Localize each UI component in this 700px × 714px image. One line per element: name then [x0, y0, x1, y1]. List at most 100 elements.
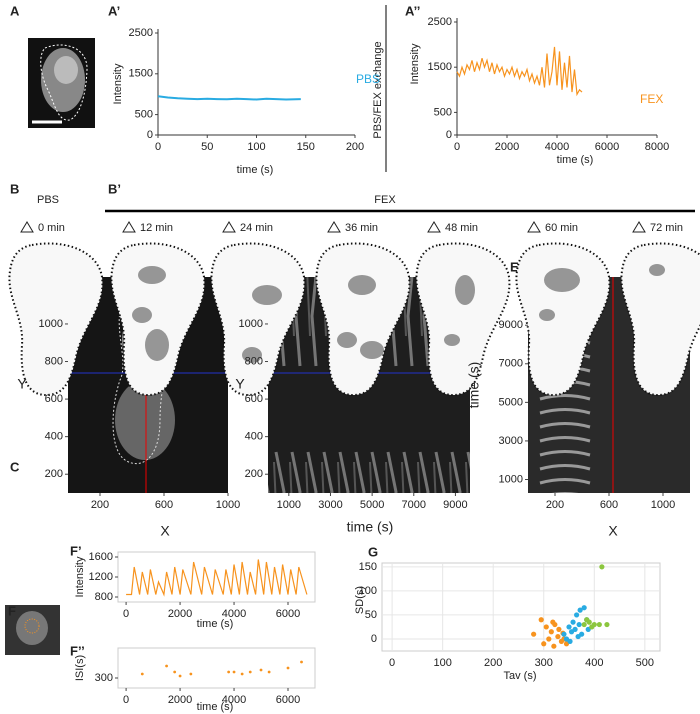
signal	[145, 329, 169, 361]
point	[538, 617, 544, 623]
point	[591, 621, 597, 628]
cell	[115, 380, 175, 460]
point	[572, 626, 578, 632]
x-tick-label: 3000	[318, 499, 342, 511]
y-tick-label: 200	[45, 468, 63, 480]
point	[581, 621, 587, 628]
y-tick-label: 1500	[129, 68, 153, 80]
x-tick-label: 100	[247, 141, 265, 153]
point	[189, 672, 193, 676]
time-label: 36 min	[345, 222, 378, 234]
y-tick-label: 5000	[499, 396, 523, 408]
y-tick-label: 1000	[239, 318, 263, 330]
cell-frame	[415, 242, 511, 396]
section-label: FEX	[374, 194, 396, 206]
y-tick-label: 800	[245, 355, 263, 367]
y-tick-label: 500	[434, 106, 452, 118]
point	[555, 633, 561, 640]
x-tick-label: 2000	[495, 141, 519, 153]
exchange-label: PBS/FEX exchange	[372, 41, 384, 138]
x-tick-label: 4000	[545, 141, 569, 153]
triangle	[20, 221, 34, 233]
y-tick-label: 1000	[39, 318, 63, 330]
triangle	[122, 221, 136, 233]
point	[173, 670, 177, 674]
x-tick-label: 0	[123, 694, 129, 706]
cell-frame	[315, 242, 411, 396]
x-tick-label: 0	[123, 608, 129, 620]
x-axis-label: time (s)	[347, 519, 394, 535]
panel-label: A’	[108, 3, 120, 18]
point	[543, 624, 549, 630]
x-axis-label: X	[608, 523, 618, 539]
point	[570, 619, 576, 625]
x-tick-label: 300	[535, 657, 553, 669]
signal	[132, 307, 152, 323]
outline	[40, 44, 88, 121]
point	[566, 624, 572, 630]
x-tick-label: 2000	[168, 608, 192, 620]
y-tick-label: 2500	[428, 16, 452, 28]
point	[599, 564, 605, 570]
signal	[252, 285, 282, 305]
signal	[455, 275, 475, 305]
signal	[348, 275, 376, 295]
x-tick-label: 1000	[216, 499, 240, 511]
panel-label: F	[8, 603, 16, 618]
y-tick-label: 600	[45, 393, 63, 405]
y-axis-label: SD(s)	[354, 586, 366, 614]
cell	[16, 611, 48, 645]
point	[551, 643, 557, 649]
time-label: 0 min	[38, 222, 65, 234]
point	[556, 626, 562, 632]
point	[575, 633, 581, 640]
x-tick-label: 200	[484, 657, 502, 669]
signal	[649, 264, 665, 276]
y-tick-label: 200	[245, 468, 263, 480]
triangle	[527, 221, 541, 233]
x-tick-label: 100	[433, 657, 451, 669]
point	[232, 670, 236, 674]
x-tick-label: 1000	[651, 499, 675, 511]
series-line	[126, 559, 308, 597]
y-tick-label: 600	[245, 393, 263, 405]
series-line	[456, 46, 583, 97]
y-tick-label: 500	[135, 109, 153, 121]
y-tick-label: 9000	[499, 319, 523, 331]
x-axis-label: Tav (s)	[504, 670, 537, 682]
y-axis-label: Intensity	[112, 63, 124, 104]
y-tick-label: 7000	[499, 358, 523, 370]
y-tick-label: 800	[45, 355, 63, 367]
x-axis-label: time (s)	[197, 618, 234, 630]
point	[140, 672, 144, 676]
time-label: 24 min	[240, 222, 273, 234]
cell-frame	[110, 242, 206, 396]
x-tick-label: 0	[155, 141, 161, 153]
point	[300, 660, 303, 664]
x-tick-label: 8000	[645, 141, 669, 153]
x-tick-label: 5000	[360, 499, 384, 511]
point	[541, 641, 547, 647]
point	[165, 664, 168, 668]
point	[240, 672, 244, 676]
panel-label: A’’	[405, 3, 420, 18]
point	[577, 607, 583, 613]
panel-label: E	[510, 259, 519, 274]
signal	[539, 309, 555, 321]
panel-label: C	[10, 459, 20, 474]
triangle	[427, 221, 441, 233]
y-tick-label: 150	[359, 561, 377, 573]
y-axis-label: Intensity	[74, 556, 86, 597]
y-tick-label: 1500	[428, 61, 452, 73]
x-axis-label: X	[160, 523, 170, 539]
panel-label: A	[10, 3, 20, 18]
panel-label: F’’	[70, 643, 85, 658]
point	[548, 629, 554, 635]
y-axis-label: ISI(s)	[74, 655, 86, 681]
roi	[24, 618, 40, 634]
y-tick-label: 100	[359, 585, 377, 597]
y-tick-label: 0	[446, 129, 452, 141]
y-axis-label: Intensity	[409, 43, 421, 84]
